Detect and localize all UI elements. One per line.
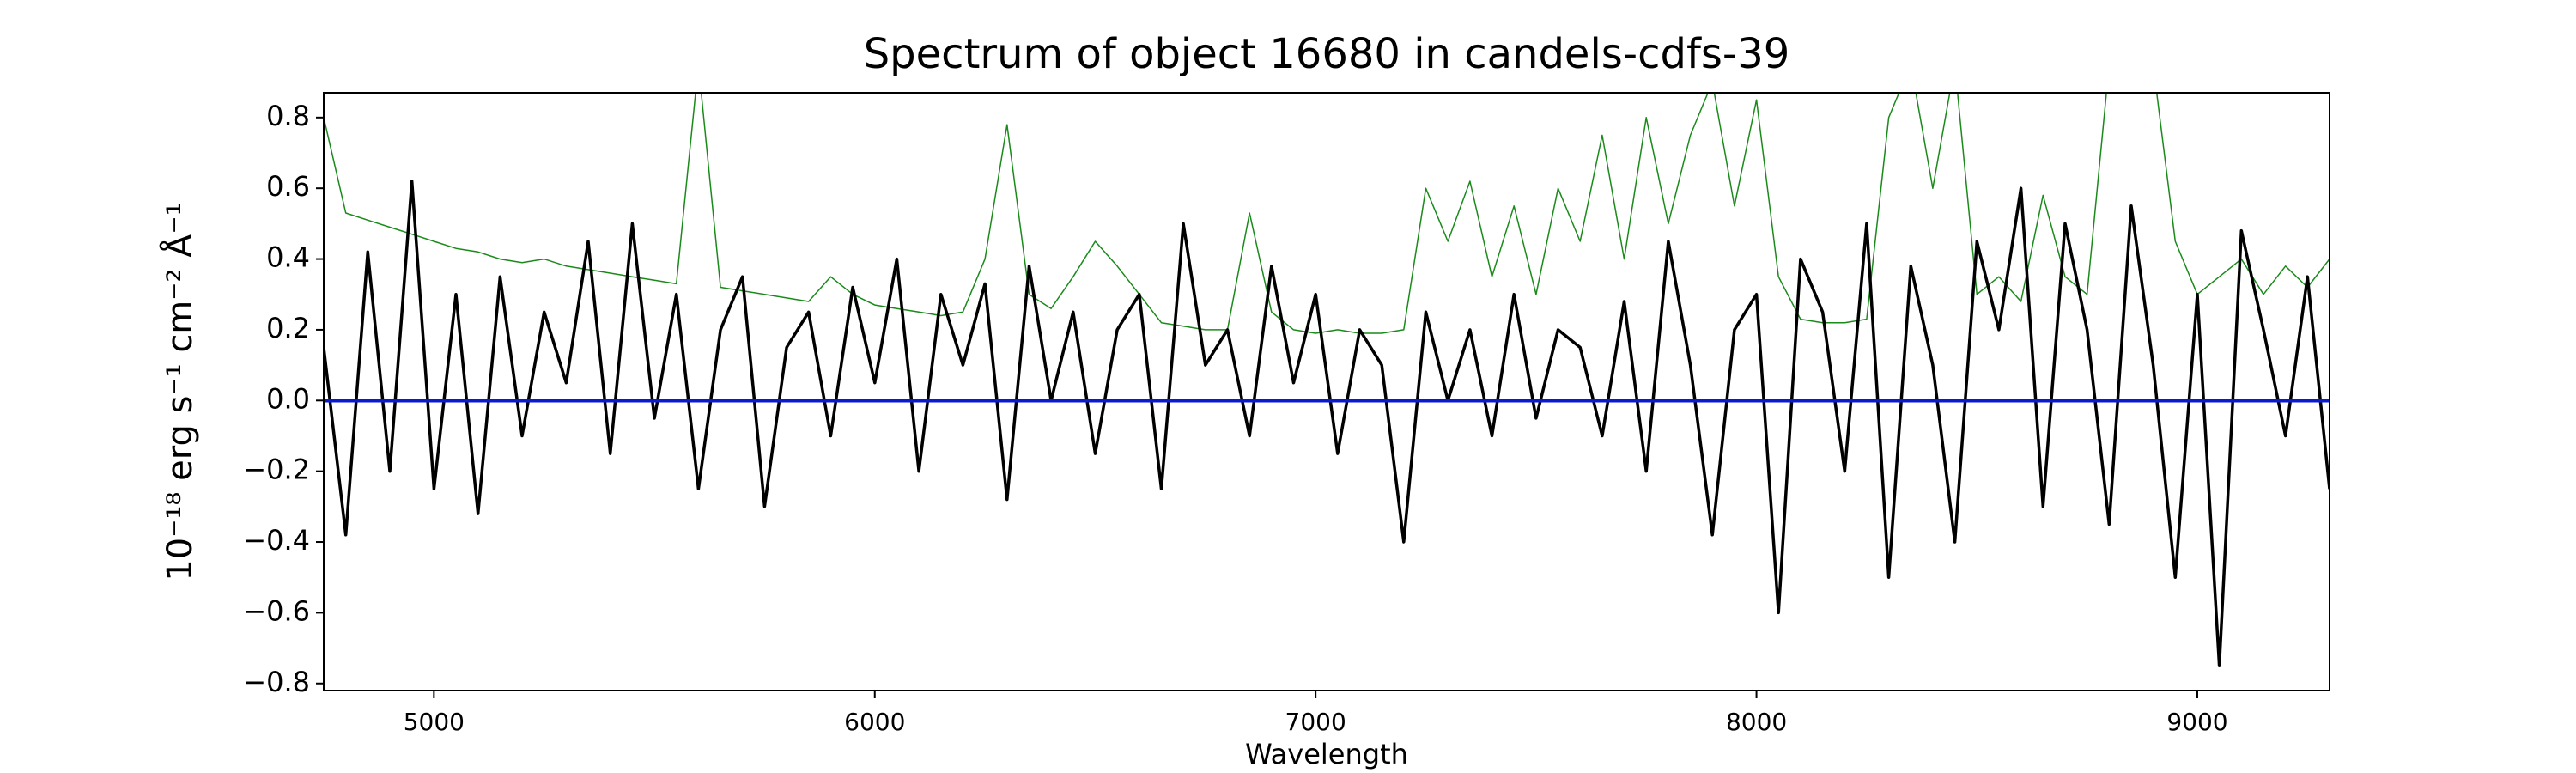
- chart-title: Spectrum of object 16680 in candels-cdfs…: [864, 30, 1790, 78]
- y-tick-label: −0.2: [243, 453, 310, 486]
- spectrum-line: [324, 93, 2330, 334]
- x-tick-label: 5000: [404, 708, 465, 736]
- y-tick-label: 0.0: [266, 382, 310, 415]
- x-tick-label: 6000: [844, 708, 905, 736]
- y-tick-label: 0.6: [266, 170, 310, 203]
- y-tick-label: −0.8: [243, 666, 310, 698]
- x-tick-label: 9000: [2166, 708, 2227, 736]
- y-tick-label: 0.4: [266, 241, 310, 274]
- x-axis-label: Wavelength: [1245, 738, 1408, 770]
- x-tick-label: 8000: [1726, 708, 1787, 736]
- y-tick-label: 0.8: [266, 100, 310, 132]
- spectrum-line: [324, 180, 2330, 667]
- x-tick-label: 7000: [1285, 708, 1346, 736]
- y-axis-label: 10⁻¹⁸ erg s⁻¹ cm⁻² Å⁻¹: [159, 202, 200, 581]
- y-tick-label: −0.6: [243, 594, 310, 627]
- y-tick-label: −0.4: [243, 524, 310, 557]
- plot-frame: [323, 92, 2330, 691]
- y-tick-label: 0.2: [266, 312, 310, 344]
- plot-lines: [324, 93, 2330, 667]
